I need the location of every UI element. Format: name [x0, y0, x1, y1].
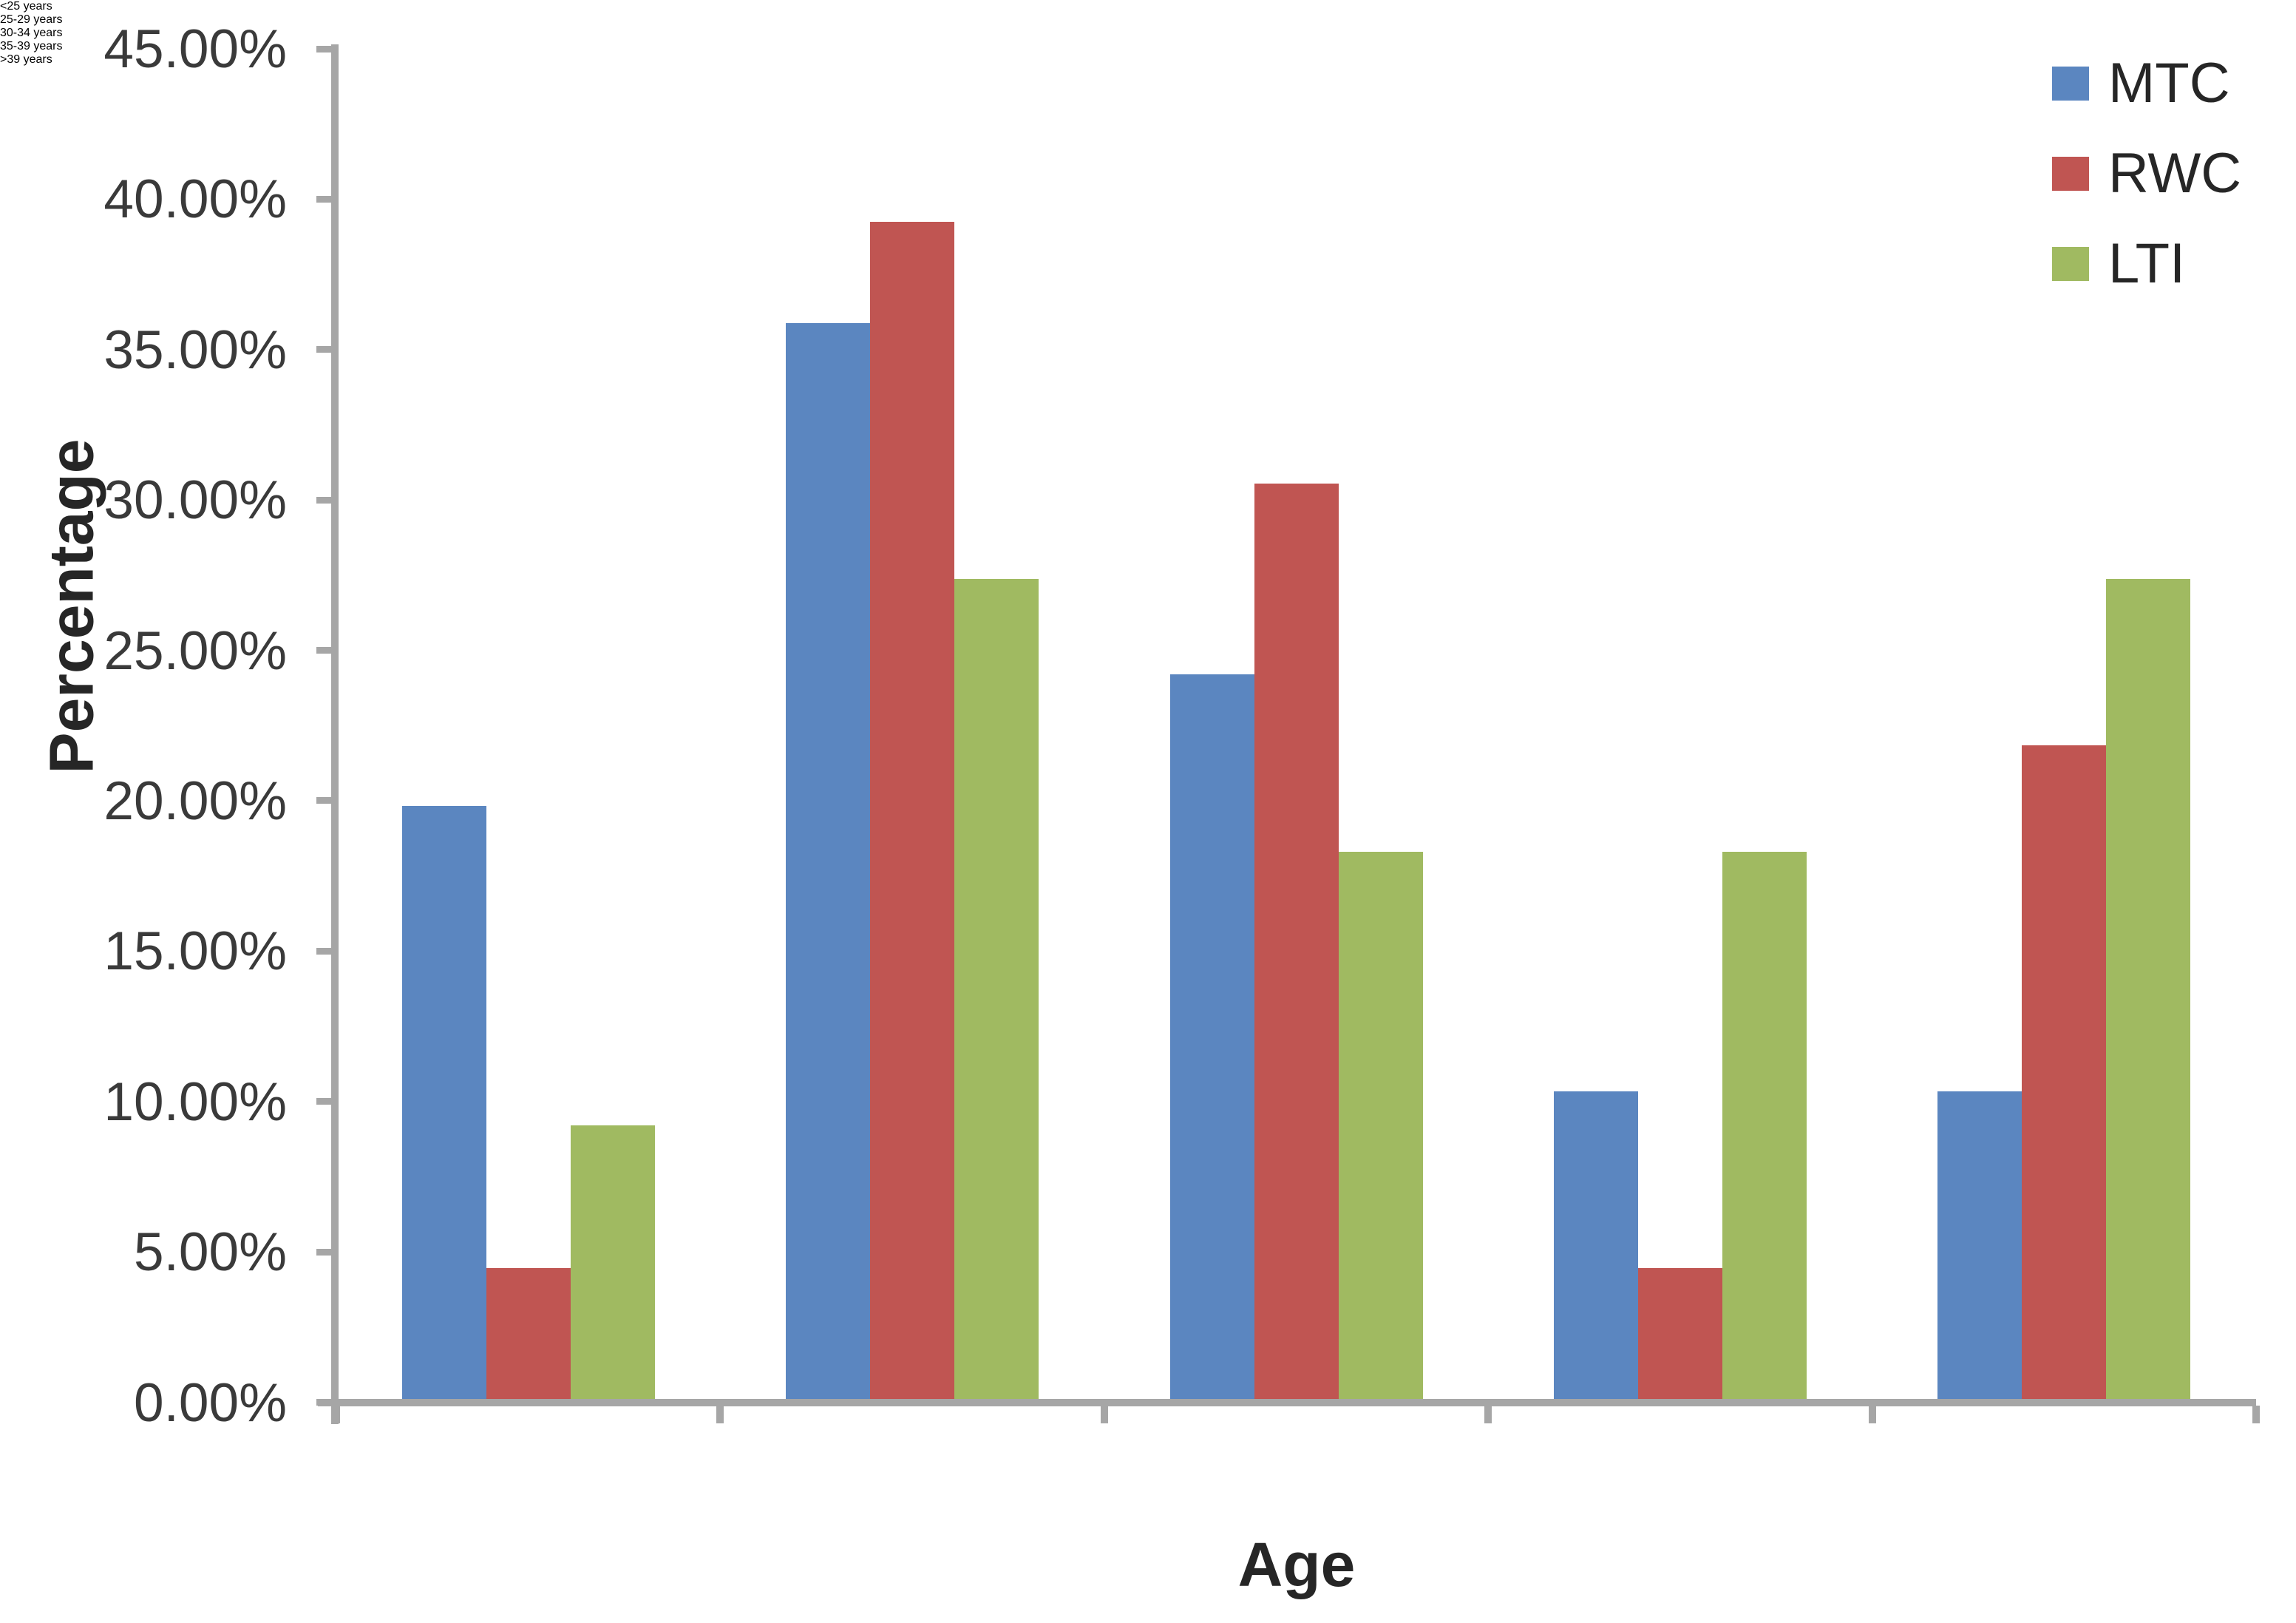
y-tick-label: 25.00% — [103, 620, 287, 681]
y-tick-mark — [316, 647, 338, 654]
x-tick-mark — [1100, 1406, 1108, 1423]
x-tick-mark — [2252, 1406, 2260, 1423]
x-tick-mark — [716, 1406, 724, 1423]
legend-label-mtc: MTC — [2108, 52, 2230, 115]
legend-swatch-mtc — [2052, 67, 2089, 101]
y-tick-label: 35.00% — [103, 319, 287, 380]
bar-mtc-3 — [1170, 674, 1254, 1399]
bar-lti-4 — [1722, 852, 1807, 1399]
x-category-label: 30-34 years — [0, 27, 63, 39]
y-tick-label: 15.00% — [103, 921, 287, 982]
x-tick-mark — [1868, 1406, 1876, 1423]
y-tick-mark — [316, 496, 338, 504]
y-tick-mark — [316, 797, 338, 804]
y-tick-mark — [316, 346, 338, 353]
y-tick-mark — [316, 947, 338, 955]
bar-rwc-5 — [2022, 745, 2106, 1399]
y-tick-label: 0.00% — [134, 1372, 287, 1433]
x-category-label: <25 years — [0, 0, 52, 13]
x-category-label: >39 years — [0, 53, 52, 66]
x-tick-mark — [333, 1406, 340, 1423]
x-axis-title: Age — [1237, 1530, 1356, 1599]
x-axis-line — [318, 1399, 2256, 1406]
bar-mtc-5 — [1937, 1091, 2022, 1399]
bar-rwc-3 — [1254, 484, 1339, 1399]
y-tick-mark — [316, 195, 338, 203]
bar-lti-2 — [954, 579, 1039, 1399]
legend-label-lti: LTI — [2108, 232, 2186, 295]
y-tick-label: 45.00% — [103, 19, 287, 79]
x-category-label: 35-39 years — [0, 40, 63, 52]
y-tick-mark — [316, 1399, 338, 1406]
legend-swatch-rwc — [2052, 157, 2089, 191]
bar-lti-5 — [2106, 579, 2190, 1399]
bar-rwc-1 — [486, 1268, 571, 1399]
y-tick-mark — [316, 45, 338, 52]
y-tick-label: 40.00% — [103, 169, 287, 230]
bar-mtc-1 — [402, 806, 486, 1399]
bar-rwc-2 — [870, 222, 954, 1399]
y-tick-label: 30.00% — [103, 470, 287, 531]
y-tick-label: 20.00% — [103, 770, 287, 831]
bar-mtc-2 — [786, 323, 870, 1399]
y-axis-line — [331, 44, 339, 1424]
bar-lti-1 — [571, 1125, 655, 1399]
bar-lti-3 — [1339, 852, 1423, 1399]
x-category-label: 25-29 years — [0, 13, 63, 26]
bar-rwc-4 — [1638, 1268, 1722, 1399]
legend-label-rwc: RWC — [2108, 142, 2242, 205]
y-tick-label: 5.00% — [134, 1222, 287, 1283]
y-tick-mark — [316, 1248, 338, 1256]
bar-mtc-4 — [1554, 1091, 1638, 1399]
legend-swatch-lti — [2052, 247, 2089, 281]
y-tick-mark — [316, 1098, 338, 1105]
y-tick-label: 10.00% — [103, 1071, 287, 1132]
x-tick-mark — [1484, 1406, 1492, 1423]
